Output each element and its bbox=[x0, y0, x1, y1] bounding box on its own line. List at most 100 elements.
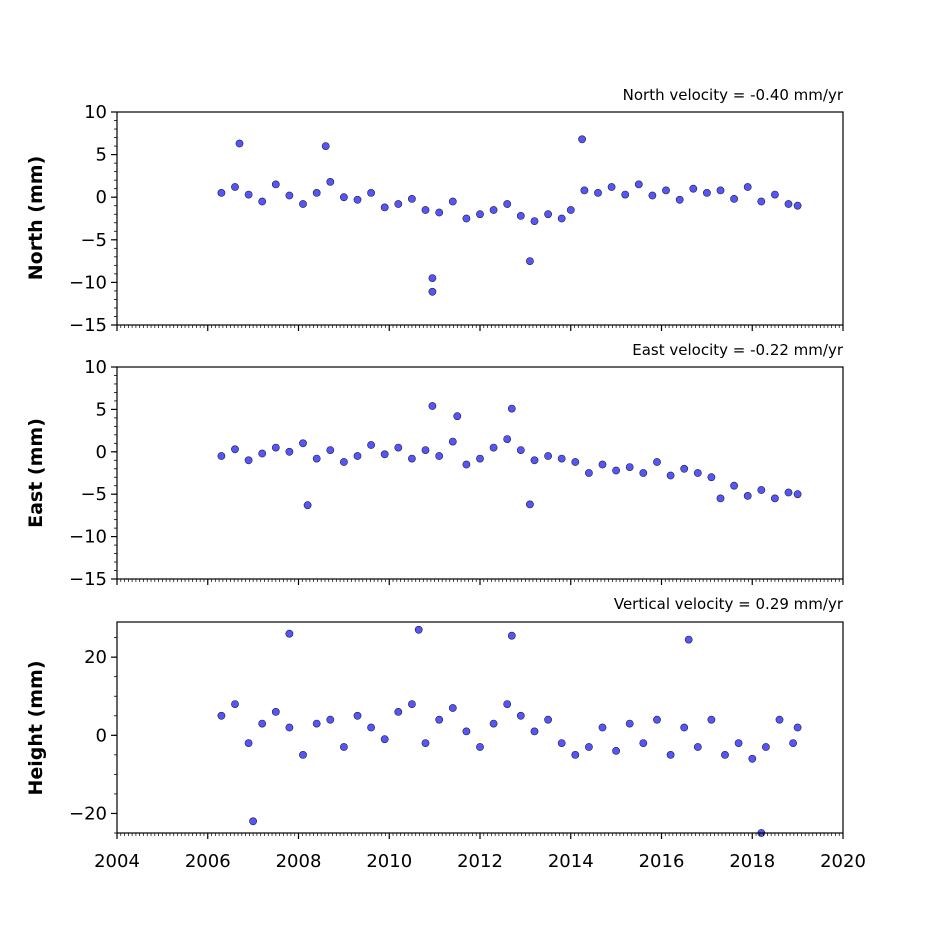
east-data-point bbox=[757, 486, 766, 494]
east-data-point bbox=[394, 443, 403, 452]
east-y-axis-label: East (mm) bbox=[25, 418, 47, 528]
east-velocity-label: East velocity = -0.22 mm/yr bbox=[632, 341, 844, 359]
north-data-point bbox=[675, 195, 684, 204]
east-data-point bbox=[793, 490, 802, 499]
height-velocity-label: Vertical velocity = 0.29 mm/yr bbox=[614, 595, 844, 613]
north-data-point bbox=[757, 197, 766, 206]
north-data-point bbox=[235, 139, 244, 148]
height-data-point bbox=[571, 751, 580, 759]
east-data-point bbox=[421, 446, 430, 454]
east-data-point bbox=[507, 404, 516, 413]
north-data-point bbox=[607, 183, 616, 191]
height-x-ticks bbox=[116, 833, 844, 839]
east-data-point bbox=[639, 469, 648, 477]
east-data-point bbox=[625, 463, 634, 471]
east-y-tick-label: −15 bbox=[69, 569, 107, 590]
height-data-point bbox=[285, 629, 294, 638]
north-data-point bbox=[321, 142, 330, 150]
east-data-point bbox=[653, 458, 661, 466]
east-data-point bbox=[244, 456, 253, 465]
north-data-point bbox=[793, 201, 802, 210]
east-data-point bbox=[516, 446, 525, 454]
x-tick-label: 2016 bbox=[639, 851, 685, 872]
height-data-point bbox=[367, 723, 375, 732]
north-data-point bbox=[557, 214, 566, 223]
north-data-point bbox=[530, 217, 539, 225]
north-y-tick-label: 5 bbox=[96, 145, 107, 166]
east-data-point bbox=[557, 454, 566, 463]
height-data-point bbox=[653, 715, 661, 724]
height-data-point bbox=[530, 727, 539, 736]
east-data-point bbox=[453, 412, 462, 421]
height-data-point bbox=[394, 708, 403, 716]
east-data-point bbox=[217, 452, 226, 460]
height-data-point bbox=[244, 739, 253, 747]
east-data-point bbox=[271, 443, 280, 452]
height-data-point bbox=[693, 743, 702, 751]
east-data-point bbox=[544, 452, 552, 460]
north-data-point bbox=[503, 200, 512, 208]
east-data-point bbox=[407, 454, 416, 463]
east-data-point bbox=[258, 449, 267, 458]
height-data-point bbox=[462, 727, 471, 736]
north-data-point bbox=[730, 194, 738, 203]
east-data-point bbox=[585, 469, 593, 477]
height-data-point bbox=[789, 739, 797, 747]
north-data-point bbox=[516, 211, 525, 220]
height-data-point bbox=[585, 743, 593, 751]
east-data-point bbox=[380, 450, 389, 459]
east-data-point bbox=[285, 447, 294, 456]
x-tick-label: 2018 bbox=[729, 851, 775, 872]
height-data-point bbox=[666, 751, 675, 759]
north-data-point bbox=[621, 190, 630, 199]
east-data-point bbox=[312, 454, 321, 463]
north-data-point bbox=[299, 200, 307, 208]
east-data-point bbox=[231, 445, 239, 454]
height-data-point bbox=[680, 723, 689, 732]
height-data-point bbox=[544, 715, 552, 724]
north-data-point bbox=[476, 210, 484, 219]
east-data-point bbox=[428, 402, 437, 410]
north-data-point bbox=[448, 197, 457, 206]
east-data-point bbox=[707, 473, 716, 482]
east-data-point bbox=[489, 443, 498, 452]
north-data-point bbox=[217, 188, 226, 197]
east-data-point bbox=[367, 441, 375, 449]
height-data-point bbox=[625, 719, 634, 728]
north-data-point bbox=[544, 210, 552, 219]
north-data-point bbox=[407, 194, 416, 203]
north-data-point bbox=[526, 257, 534, 265]
east-data-point bbox=[339, 458, 348, 466]
east-data-point bbox=[462, 460, 471, 469]
east-data-point bbox=[530, 456, 539, 465]
north-data-point bbox=[703, 188, 711, 197]
east-data-point bbox=[353, 452, 362, 460]
east-data-point bbox=[784, 488, 793, 497]
height-data-point bbox=[775, 715, 784, 724]
north-velocity-label: North velocity = -0.40 mm/yr bbox=[623, 86, 844, 104]
east-data-point bbox=[299, 439, 307, 448]
east-data-point bbox=[666, 471, 675, 480]
north-axes-frame bbox=[116, 111, 844, 326]
height-data-point bbox=[507, 631, 516, 640]
height-y-tick-label: 0 bbox=[96, 725, 107, 746]
height-data-point bbox=[421, 739, 430, 747]
north-data-point bbox=[312, 188, 321, 197]
height-data-point bbox=[231, 700, 239, 708]
x-tick-label: 2020 bbox=[820, 851, 866, 872]
height-data-point bbox=[312, 719, 321, 728]
height-data-point bbox=[762, 743, 770, 751]
north-data-point bbox=[271, 180, 280, 189]
height-y-axis-label: Height (mm) bbox=[25, 660, 47, 795]
height-data-point bbox=[557, 739, 566, 747]
north-data-point bbox=[578, 135, 586, 144]
north-data-point bbox=[428, 287, 437, 296]
east-data-point bbox=[503, 435, 512, 443]
height-data-point bbox=[326, 715, 335, 724]
north-y-tick-label: −5 bbox=[80, 230, 107, 251]
north-data-point bbox=[716, 186, 725, 195]
east-y-tick-label: −5 bbox=[80, 484, 107, 505]
height-data-point bbox=[489, 719, 498, 728]
east-y-tick-label: 0 bbox=[96, 442, 107, 463]
north-data-point bbox=[594, 188, 602, 197]
